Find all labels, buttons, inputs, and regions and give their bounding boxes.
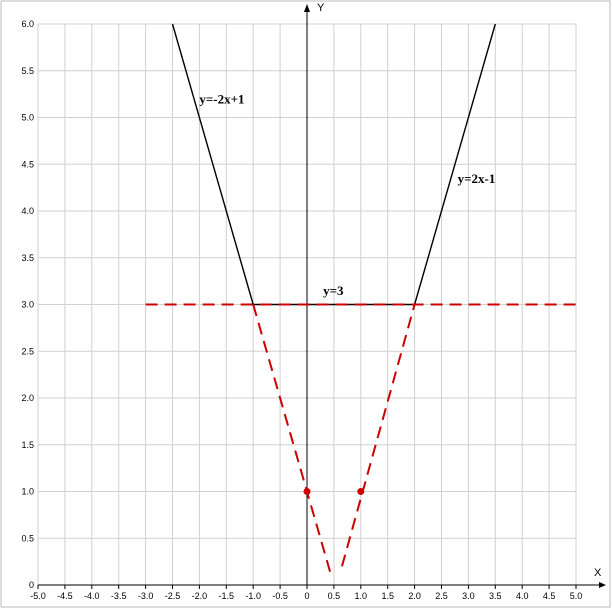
- curve-label: y=3: [323, 283, 344, 298]
- data-points: [303, 488, 365, 495]
- y-tick-label: 6.0: [21, 19, 34, 29]
- y-axis-title: Y: [317, 2, 325, 14]
- x-axis-title: X: [594, 567, 602, 579]
- data-point: [357, 488, 365, 495]
- curve-label: y=-2x+1: [199, 91, 244, 106]
- x-tick-label: -1.5: [219, 591, 235, 601]
- y-tick-label: 0.5: [21, 533, 34, 543]
- y-tick-label: 0: [29, 580, 34, 590]
- x-tick-label: 1.5: [381, 591, 394, 601]
- x-tick-label: -3.5: [111, 591, 127, 601]
- y-tick-label: 2.0: [21, 393, 34, 403]
- dashed-line-5: [341, 304, 416, 567]
- y-axis-arrow: [304, 4, 310, 12]
- y-tick-label: 3.5: [21, 253, 34, 263]
- solid-line-0: [171, 23, 254, 305]
- x-tick-labels: -5.0 -4.5 -4.0 -3.5 -3.0 -2.5 -2.0 -1.5 -1.0 -0.5…: [30, 591, 582, 601]
- x-tick-label: -4.5: [57, 591, 73, 601]
- x-tick-label: -2.0: [192, 591, 208, 601]
- x-tick-label: -5.0: [30, 591, 46, 601]
- dashed-line-4: [252, 304, 333, 576]
- y-tick-labels: 0 0.5 1.0 1.5 2.0 2.5 3.0 3.5 4.0 4.5 5.0 5.5 6.0: [21, 19, 34, 590]
- x-tick-label: -4.0: [84, 591, 100, 601]
- curve-labels: y=-2x+1 y=3 y=2x-1: [199, 91, 495, 298]
- x-tick-label: 2.0: [408, 591, 421, 601]
- data-point: [303, 488, 311, 495]
- y-tick-label: 1.5: [21, 440, 34, 450]
- y-tick-label: 1.0: [21, 487, 34, 497]
- y-tick-label: 4.5: [21, 159, 34, 169]
- x-tick-label: -2.5: [165, 591, 181, 601]
- x-tick-label: 3.0: [462, 591, 475, 601]
- series-lines: [145, 23, 576, 576]
- x-tick-label: -0.5: [272, 591, 288, 601]
- x-tick-label: 1.0: [355, 591, 368, 601]
- solid-line-2: [413, 23, 496, 305]
- x-tick-label: 0.5: [328, 591, 341, 601]
- y-tick-label: 2.5: [21, 346, 34, 356]
- y-tick-label: 4.0: [21, 206, 34, 216]
- curve-label: y=2x-1: [458, 171, 496, 186]
- y-tick-label: 5.5: [21, 66, 34, 76]
- x-tick-label: 2.5: [435, 591, 448, 601]
- x-tick-label: -3.0: [138, 591, 154, 601]
- axes: [38, 4, 606, 588]
- x-axis-arrow: [599, 582, 606, 588]
- x-tick-label: 5.0: [570, 591, 583, 601]
- x-tick-label: 0: [304, 591, 309, 601]
- y-tick-label: 3.0: [21, 300, 34, 310]
- y-tick-label: 5.0: [21, 113, 34, 123]
- x-tick-label: 3.5: [489, 591, 502, 601]
- x-tick-label: 4.0: [516, 591, 529, 601]
- x-tick-label: 4.5: [543, 591, 556, 601]
- x-tick-label: -1.0: [245, 591, 261, 601]
